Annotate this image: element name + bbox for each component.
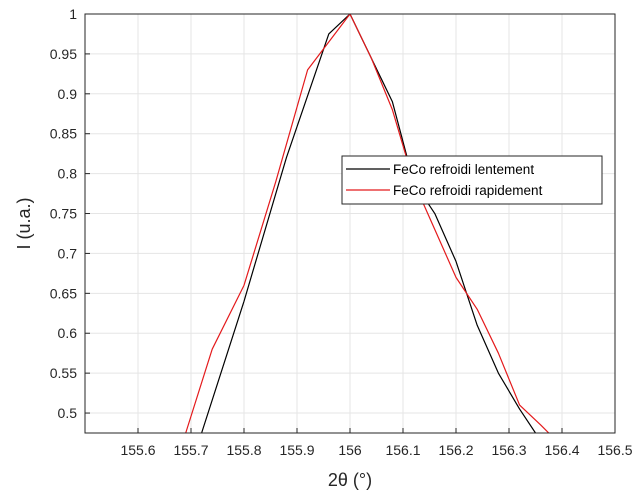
x-tick-label: 155.6: [120, 442, 155, 458]
x-tick-label: 156.4: [544, 442, 579, 458]
x-tick-label: 156.3: [491, 442, 526, 458]
y-tick-label: 0.75: [50, 206, 77, 222]
legend-label-lentement: FeCo refroidi lentement: [393, 162, 534, 177]
y-tick-label: 0.9: [58, 86, 78, 102]
y-tick-label: 0.95: [50, 46, 77, 62]
x-tick-label: 155.7: [173, 442, 208, 458]
legend: FeCo refroidi lentement FeCo refroidi ra…: [341, 155, 603, 205]
x-axis-label: 2θ (°): [328, 470, 372, 490]
y-tick-label: 0.8: [58, 166, 78, 182]
y-tick-label: 0.65: [50, 285, 77, 301]
y-tick-label: 0.5: [58, 405, 78, 421]
tick-labels: 155.6 155.7 155.8 155.9 156 156.1 156.2 156.3 15…: [50, 6, 633, 458]
x-tick-label: 156.5: [597, 442, 632, 458]
y-axis-label: I (u.a.): [14, 197, 34, 249]
y-tick-label: 0.7: [58, 245, 78, 261]
series-line-lentement: [200, 14, 536, 433]
series-line-rapidement: [185, 14, 550, 433]
series-layer: [185, 14, 550, 433]
legend-box: [341, 155, 603, 205]
x-tick-label: 155.8: [226, 442, 261, 458]
y-tick-label: 0.55: [50, 365, 77, 381]
legend-label-rapidement: FeCo refroidi rapidement: [393, 183, 543, 198]
y-tick-label: 0.85: [50, 126, 77, 142]
ticks: [85, 13, 616, 433]
x-tick-label: 155.9: [279, 442, 314, 458]
y-tick-label: 1: [69, 6, 77, 22]
x-tick-label: 156.2: [438, 442, 473, 458]
y-tick-label: 0.6: [58, 325, 78, 341]
x-tick-label: 156.1: [385, 442, 420, 458]
x-tick-label: 156: [338, 442, 362, 458]
